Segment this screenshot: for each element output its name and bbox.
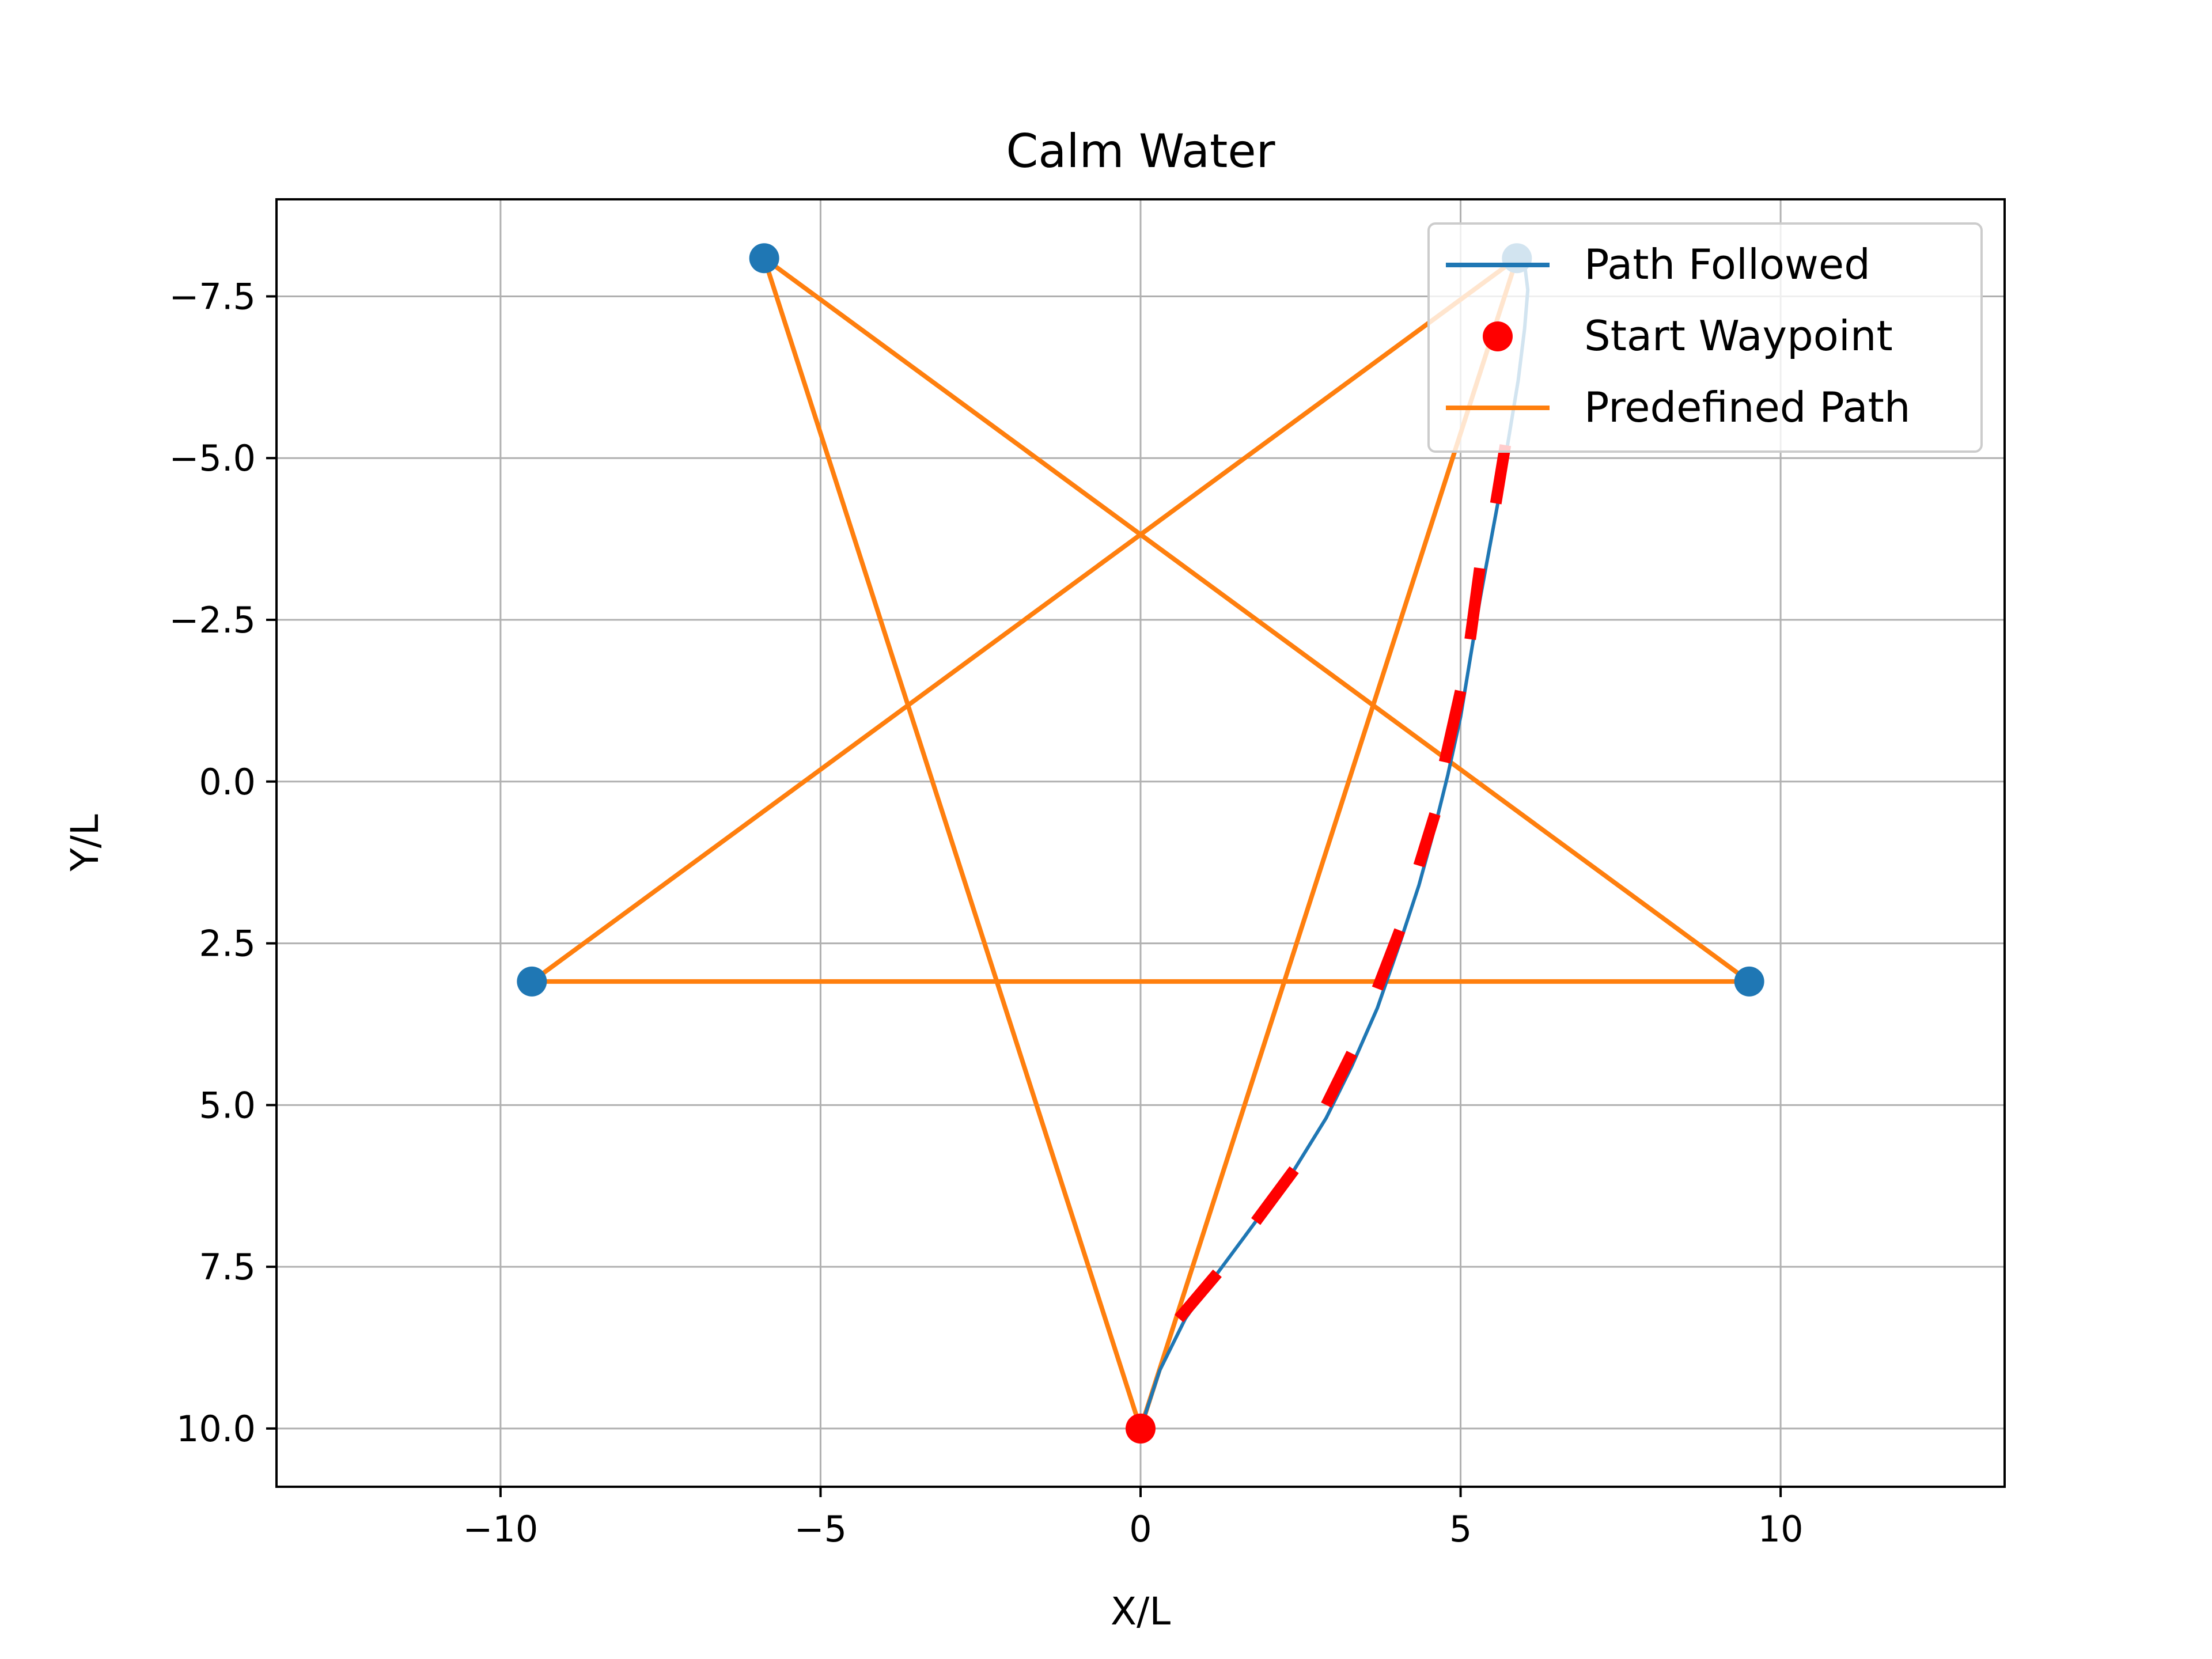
heading-marker <box>1490 444 1512 505</box>
legend: Path Followed Start Waypoint Predefined … <box>1427 222 1983 453</box>
x-tick-label: 5 <box>1449 1508 1472 1550</box>
y-tick-label: −2.5 <box>169 599 256 641</box>
legend-label-predefined-path: Predefined Path <box>1584 383 1911 431</box>
heading-marker <box>1372 928 1406 991</box>
y-tick-label: 7.5 <box>199 1246 256 1288</box>
legend-label-path-followed: Path Followed <box>1584 240 1870 289</box>
legend-swatch-start-waypoint <box>1483 321 1513 351</box>
x-tick-label: −10 <box>463 1508 538 1550</box>
waypoint-point <box>517 966 547 997</box>
y-tick-label: 2.5 <box>199 923 256 965</box>
legend-label-start-waypoint: Start Waypoint <box>1584 312 1893 360</box>
x-tick-label: 0 <box>1129 1508 1152 1550</box>
heading-marker <box>1251 1166 1299 1225</box>
series-predefined-path <box>529 256 1752 1430</box>
heading-marker <box>1175 1269 1222 1323</box>
chart-title: Calm Water <box>1006 124 1275 178</box>
heading-marker <box>1321 1051 1357 1108</box>
y-tick-label: −7.5 <box>169 275 256 317</box>
y-axis-label: Y/L <box>63 814 107 872</box>
y-tick-label: 0.0 <box>199 761 256 803</box>
waypoint-point <box>1734 966 1764 997</box>
start-waypoint-point <box>1126 1413 1156 1444</box>
y-tick-label: 5.0 <box>199 1084 256 1126</box>
ticks: −10 −5 0 5 10 −7.5 −5.0 −2.5 0.0 2.5 5.0 7.5 10.0 <box>169 275 1803 1550</box>
heading-marker <box>1439 690 1467 764</box>
y-tick-label: 10.0 <box>176 1408 256 1450</box>
heading-marker <box>1464 567 1486 641</box>
x-tick-label: 10 <box>1758 1508 1804 1550</box>
heading-marker <box>1413 812 1441 868</box>
waypoint-point <box>749 243 779 274</box>
x-tick-label: −5 <box>794 1508 847 1550</box>
legend-box <box>1427 222 1983 453</box>
x-axis-label: X/L <box>1111 1589 1171 1634</box>
y-tick-label: −5.0 <box>169 437 256 479</box>
